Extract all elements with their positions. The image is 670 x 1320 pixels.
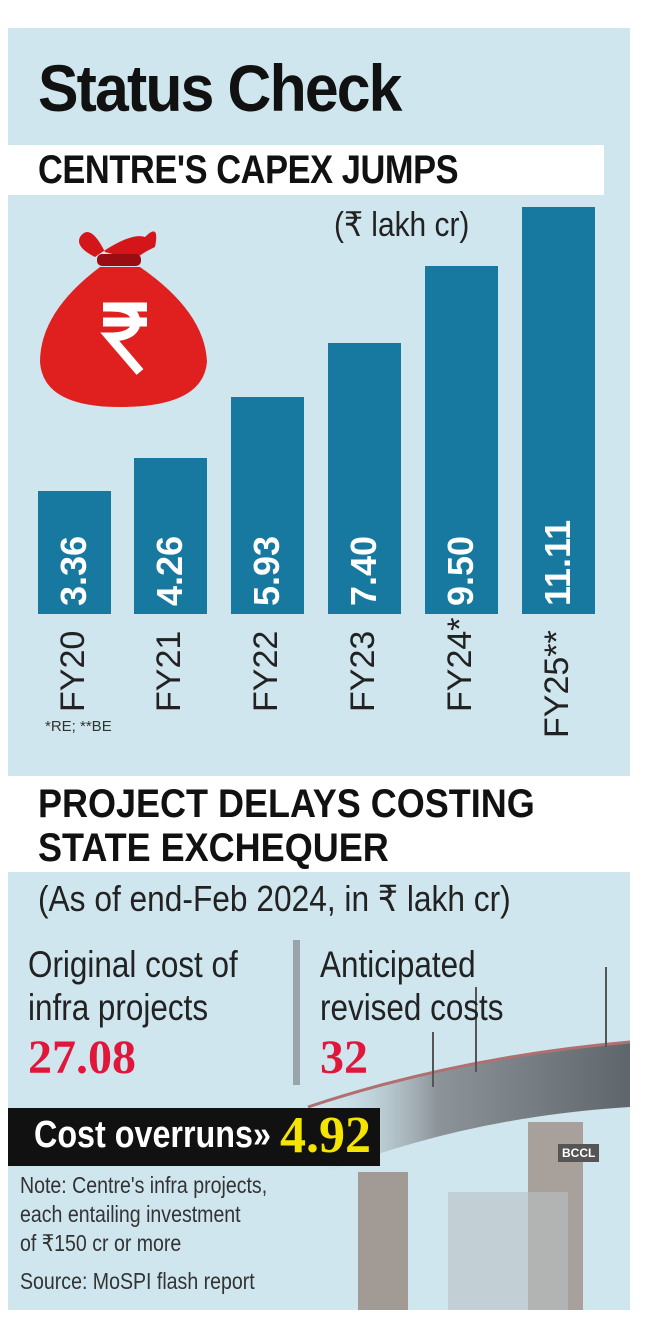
flyover-illustration (307, 967, 630, 1310)
chart-title: CENTRE'S CAPEX JUMPS (38, 148, 459, 192)
as-of-note: (As of end-Feb 2024, in ₹ lakh cr) (38, 878, 511, 919)
photo-credit: BCCL (558, 1144, 600, 1162)
overrun-label: Cost overruns» (34, 1114, 271, 1156)
bar-value-label: 11.11 (537, 519, 578, 606)
bar-FY25** (522, 207, 595, 614)
note-line-3: of ₹150 cr or more (20, 1230, 182, 1256)
note-line-1: Note: Centre's infra projects, (20, 1172, 268, 1198)
section-title-line1: PROJECT DELAYS COSTING (38, 782, 535, 826)
subtitle-band (8, 145, 604, 195)
bar-value-label: 5.93 (246, 535, 287, 606)
category-label: FY20 (54, 630, 92, 712)
original-cost-label-1: Original cost of (28, 944, 238, 985)
category-label: FY22 (247, 630, 285, 712)
category-label: FY24* (441, 617, 479, 713)
unit-label: (₹ lakh cr) (334, 206, 470, 244)
section-title: PROJECT DELAYS COSTING STATE EXCHEQUER (38, 782, 535, 870)
category-label: FY21 (150, 630, 188, 712)
divider (293, 940, 300, 1085)
overrun-value: 4.92 (280, 1107, 371, 1164)
bar-value-label: 7.40 (343, 535, 384, 606)
overrun-bar (8, 1108, 380, 1166)
cost-panel (8, 872, 630, 1310)
page-title: Status Check (38, 51, 402, 125)
bar-value-label: 4.26 (149, 535, 190, 606)
bar-value-label: 9.50 (440, 535, 481, 606)
chart-footnote: *RE; **BE (45, 718, 112, 735)
revised-cost-label-1: Anticipated (320, 944, 476, 985)
category-label: FY23 (344, 630, 382, 712)
category-label: FY25** (538, 630, 576, 738)
revised-cost-value: 32 (320, 1031, 368, 1084)
bar-FY21 (134, 457, 207, 614)
money-bag-rupee-icon (40, 231, 207, 407)
bar-FY22 (231, 396, 304, 614)
source-note: Source: MoSPI flash report (20, 1268, 255, 1294)
original-cost-label-2: infra projects (28, 987, 209, 1028)
bar-value-label: 3.36 (53, 535, 94, 606)
original-cost-value: 27.08 (28, 1031, 136, 1084)
bar-FY23 (328, 342, 401, 614)
bar-FY20 (38, 490, 111, 614)
bar-FY24* (425, 265, 498, 614)
revised-cost-label-2: revised costs (320, 987, 504, 1028)
section-title-line2: STATE EXCHEQUER (38, 826, 389, 870)
note-line-2: each entailing investment (20, 1201, 241, 1227)
